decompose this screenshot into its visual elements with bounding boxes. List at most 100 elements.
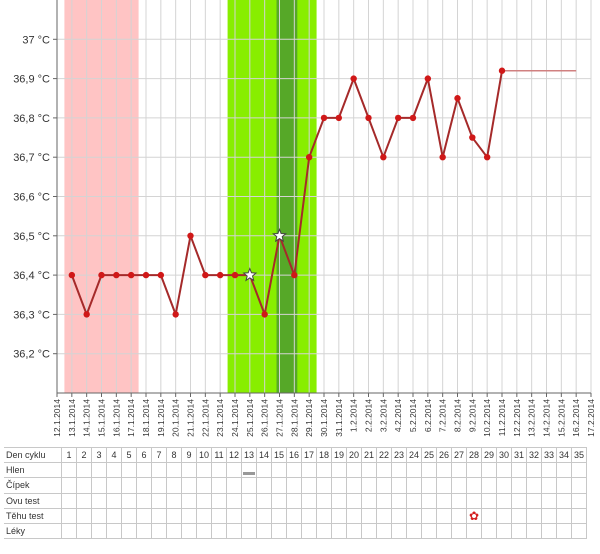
table-cell[interactable] xyxy=(481,507,497,524)
table-cell[interactable] xyxy=(466,492,482,509)
table-cell[interactable] xyxy=(121,507,137,524)
table-cell[interactable] xyxy=(256,477,272,494)
table-cell[interactable] xyxy=(91,477,107,494)
table-cell[interactable] xyxy=(541,477,557,494)
table-cell[interactable] xyxy=(286,462,302,479)
table-cell[interactable] xyxy=(91,522,107,540)
table-cell[interactable]: ✿ xyxy=(466,507,482,524)
cycle-day-cell[interactable]: 4 xyxy=(106,446,122,464)
table-cell[interactable] xyxy=(346,522,362,540)
cycle-day-cell[interactable]: 30 xyxy=(496,446,512,464)
table-cell[interactable] xyxy=(316,462,332,479)
table-cell[interactable] xyxy=(391,477,407,494)
table-cell[interactable] xyxy=(541,522,557,540)
table-cell[interactable] xyxy=(286,522,302,540)
table-cell[interactable] xyxy=(496,507,512,524)
table-cell[interactable] xyxy=(406,492,422,509)
table-cell[interactable] xyxy=(361,507,377,524)
table-cell[interactable] xyxy=(436,492,452,509)
table-cell[interactable] xyxy=(106,492,122,509)
cycle-day-cell[interactable]: 14 xyxy=(256,446,272,464)
table-cell[interactable] xyxy=(466,522,482,540)
table-cell[interactable] xyxy=(556,492,572,509)
table-cell[interactable] xyxy=(421,522,437,540)
cycle-day-cell[interactable]: 6 xyxy=(136,446,152,464)
table-cell[interactable] xyxy=(316,522,332,540)
table-cell[interactable] xyxy=(526,507,542,524)
table-cell[interactable] xyxy=(76,477,92,494)
cycle-day-cell[interactable]: 28 xyxy=(466,446,482,464)
table-cell[interactable] xyxy=(106,477,122,494)
cycle-day-cell[interactable]: 15 xyxy=(271,446,287,464)
table-cell[interactable] xyxy=(571,522,587,540)
table-cell[interactable] xyxy=(526,522,542,540)
table-cell[interactable] xyxy=(511,522,527,540)
table-cell[interactable] xyxy=(271,462,287,479)
table-cell[interactable] xyxy=(511,477,527,494)
table-cell[interactable] xyxy=(571,477,587,494)
table-cell[interactable] xyxy=(136,507,152,524)
table-cell[interactable] xyxy=(316,492,332,509)
cycle-day-cell[interactable]: 31 xyxy=(511,446,527,464)
table-cell[interactable] xyxy=(61,477,77,494)
table-cell[interactable] xyxy=(226,507,242,524)
table-cell[interactable] xyxy=(151,462,167,479)
table-cell[interactable] xyxy=(346,462,362,479)
table-cell[interactable] xyxy=(511,462,527,479)
table-cell[interactable] xyxy=(451,477,467,494)
table-cell[interactable] xyxy=(226,492,242,509)
table-cell[interactable] xyxy=(121,492,137,509)
table-cell[interactable] xyxy=(571,462,587,479)
table-cell[interactable] xyxy=(181,462,197,479)
table-cell[interactable] xyxy=(361,462,377,479)
table-cell[interactable] xyxy=(301,522,317,540)
table-cell[interactable] xyxy=(241,462,257,479)
cycle-day-cell[interactable]: 19 xyxy=(331,446,347,464)
table-cell[interactable] xyxy=(556,477,572,494)
table-cell[interactable] xyxy=(271,522,287,540)
cycle-day-cell[interactable]: 13 xyxy=(241,446,257,464)
table-cell[interactable] xyxy=(361,477,377,494)
table-cell[interactable] xyxy=(166,522,182,540)
table-cell[interactable] xyxy=(121,522,137,540)
table-cell[interactable] xyxy=(286,477,302,494)
table-cell[interactable] xyxy=(481,492,497,509)
table-cell[interactable] xyxy=(301,477,317,494)
table-cell[interactable] xyxy=(526,477,542,494)
table-cell[interactable] xyxy=(196,492,212,509)
cycle-day-cell[interactable]: 1 xyxy=(61,446,77,464)
table-cell[interactable] xyxy=(286,492,302,509)
table-cell[interactable] xyxy=(76,522,92,540)
table-cell[interactable] xyxy=(151,507,167,524)
table-cell[interactable] xyxy=(286,507,302,524)
table-cell[interactable] xyxy=(181,522,197,540)
table-cell[interactable] xyxy=(526,462,542,479)
table-cell[interactable] xyxy=(331,477,347,494)
table-cell[interactable] xyxy=(496,477,512,494)
cycle-day-cell[interactable]: 34 xyxy=(556,446,572,464)
table-cell[interactable] xyxy=(151,492,167,509)
table-cell[interactable] xyxy=(346,492,362,509)
cycle-day-cell[interactable]: 24 xyxy=(406,446,422,464)
table-cell[interactable] xyxy=(76,507,92,524)
table-cell[interactable] xyxy=(451,462,467,479)
table-cell[interactable] xyxy=(151,477,167,494)
table-cell[interactable] xyxy=(226,522,242,540)
table-cell[interactable] xyxy=(76,462,92,479)
table-cell[interactable] xyxy=(211,507,227,524)
table-cell[interactable] xyxy=(301,492,317,509)
table-cell[interactable] xyxy=(451,492,467,509)
table-cell[interactable] xyxy=(376,492,392,509)
table-cell[interactable] xyxy=(406,462,422,479)
table-cell[interactable] xyxy=(91,492,107,509)
table-cell[interactable] xyxy=(391,507,407,524)
table-cell[interactable] xyxy=(346,507,362,524)
table-cell[interactable] xyxy=(136,522,152,540)
table-cell[interactable] xyxy=(526,492,542,509)
table-cell[interactable] xyxy=(556,522,572,540)
table-cell[interactable] xyxy=(226,462,242,479)
table-cell[interactable] xyxy=(571,492,587,509)
cycle-day-cell[interactable]: 16 xyxy=(286,446,302,464)
table-cell[interactable] xyxy=(151,522,167,540)
table-cell[interactable] xyxy=(511,492,527,509)
